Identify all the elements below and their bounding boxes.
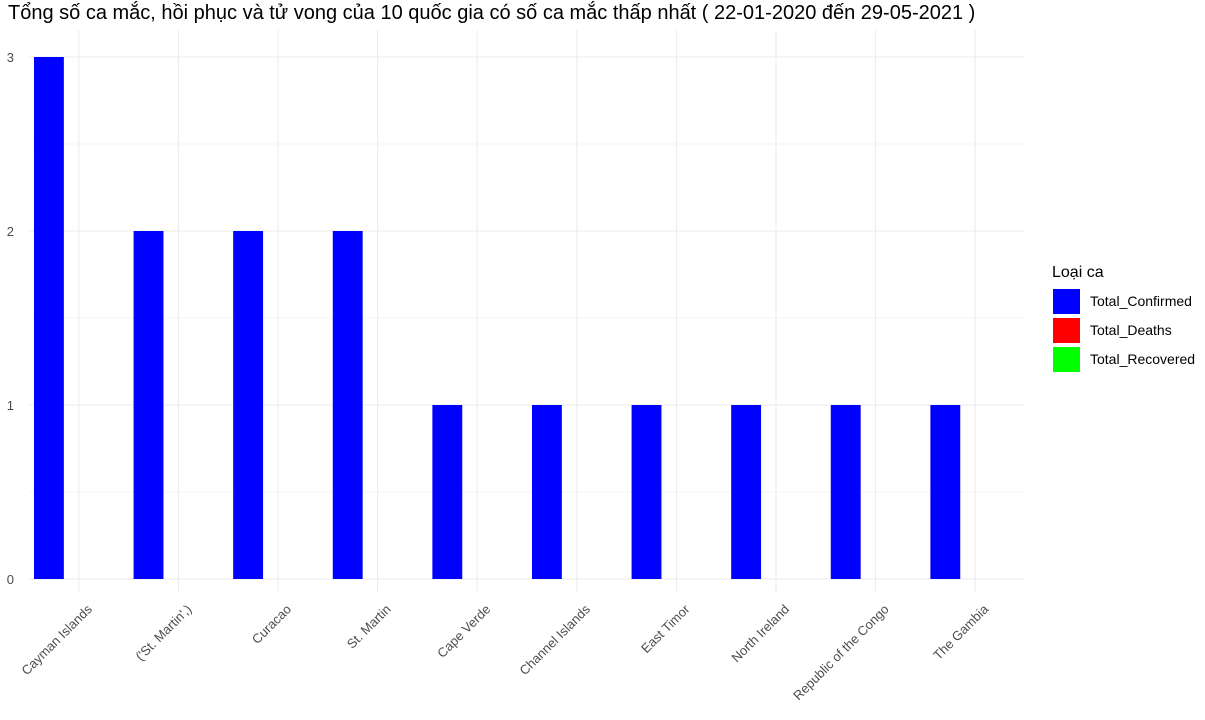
- y-tick-label: 2: [7, 224, 14, 239]
- y-axis-ticks: 0 1 2 3: [7, 50, 14, 587]
- bar: [432, 405, 463, 579]
- x-tick-label: ('St. Martin',): [132, 602, 194, 664]
- bar: [332, 231, 363, 579]
- y-tick-label: 0: [7, 572, 14, 587]
- x-axis-ticks: Cayman Islands ('St. Martin',) Curacao St. …: [18, 601, 991, 703]
- bar: [233, 231, 264, 579]
- legend-swatch: [1053, 289, 1080, 314]
- x-tick-label: Cape Verde: [434, 602, 493, 661]
- legend-title: Loại ca: [1052, 264, 1104, 281]
- legend-swatch: [1053, 347, 1080, 372]
- legend-swatch: [1053, 318, 1080, 343]
- y-tick-label: 1: [7, 398, 14, 413]
- legend: Loại ca Total_Confirmed Total_Deaths Total…: [1052, 264, 1195, 372]
- grid: [29, 30, 1025, 592]
- x-tick-label: Curacao: [249, 602, 294, 647]
- x-tick-label: St. Martin: [344, 602, 394, 652]
- bar: [33, 57, 64, 579]
- chart-title: Tổng số ca mắc, hồi phục và tử vong của …: [8, 1, 975, 24]
- bar: [133, 231, 164, 579]
- bar: [830, 405, 861, 579]
- x-tick-label: Channel Islands: [516, 601, 593, 678]
- bar: [631, 405, 662, 579]
- bar: [731, 405, 762, 579]
- bar: [930, 405, 961, 579]
- legend-label: Total_Confirmed: [1090, 293, 1192, 309]
- legend-label: Total_Deaths: [1090, 322, 1172, 338]
- x-tick-label: East Timor: [638, 601, 693, 656]
- y-tick-label: 3: [7, 50, 14, 65]
- x-tick-label: Republic of the Congo: [790, 602, 892, 704]
- bar: [531, 405, 562, 579]
- bars: [33, 57, 961, 579]
- x-tick-label: The Gambia: [930, 601, 992, 663]
- legend-label: Total_Recovered: [1090, 351, 1195, 367]
- x-tick-label: Cayman Islands: [18, 601, 95, 678]
- x-tick-label: North Ireland: [728, 602, 792, 666]
